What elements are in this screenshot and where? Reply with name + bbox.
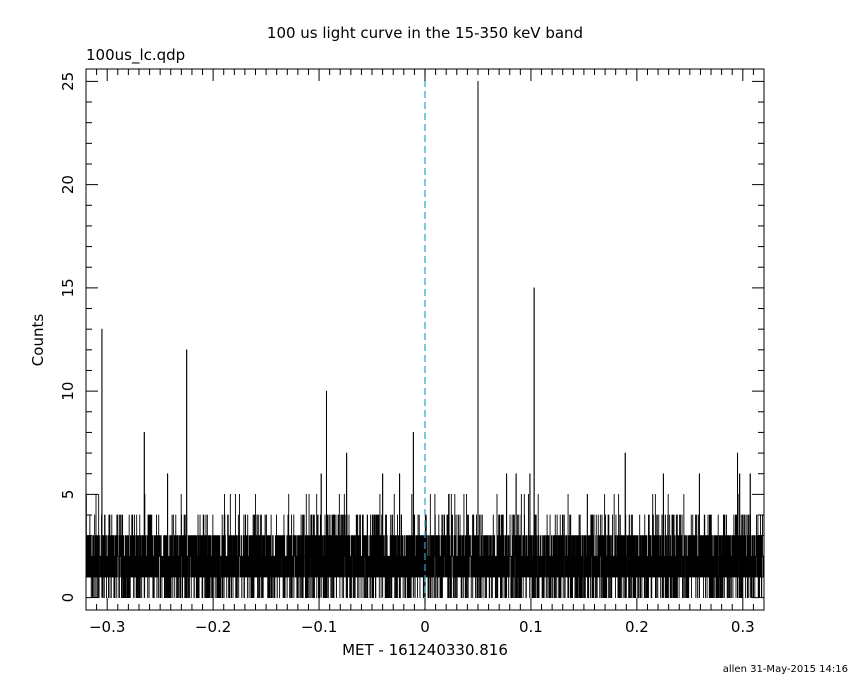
x-axis-label: MET - 161240330.816 — [342, 641, 508, 659]
data-layer — [85, 80, 765, 599]
light-curve-series — [85, 80, 765, 599]
x-tick-label: 0.1 — [519, 618, 543, 636]
x-tick-label: 0.2 — [625, 618, 649, 636]
x-tick-label: −0.2 — [195, 618, 231, 636]
x-tick-label: −0.1 — [301, 618, 337, 636]
chart-title: 100 us light curve in the 15-350 keV ban… — [267, 24, 583, 42]
footer-stamp: allen 31-May-2015 14:16 — [723, 664, 848, 675]
axes-layer: −0.3 −0.2 −0.1 0 0.1 0.2 0.3 0 5 10 15 20 25 — [59, 68, 765, 636]
x-tick-label: 0.3 — [731, 618, 755, 636]
y-tick-label: 10 — [59, 382, 77, 401]
y-tick-label: 5 — [59, 490, 77, 500]
y-tick-label: 20 — [59, 175, 77, 194]
y-axis-label: Counts — [29, 314, 47, 367]
y-tick-label: 15 — [59, 278, 77, 297]
y-tick-label: 0 — [59, 593, 77, 603]
x-tick-label: 0 — [420, 618, 430, 636]
file-label: 100us_lc.qdp — [86, 46, 185, 65]
x-tick-label: −0.3 — [89, 618, 125, 636]
y-tick-label: 25 — [59, 72, 77, 91]
